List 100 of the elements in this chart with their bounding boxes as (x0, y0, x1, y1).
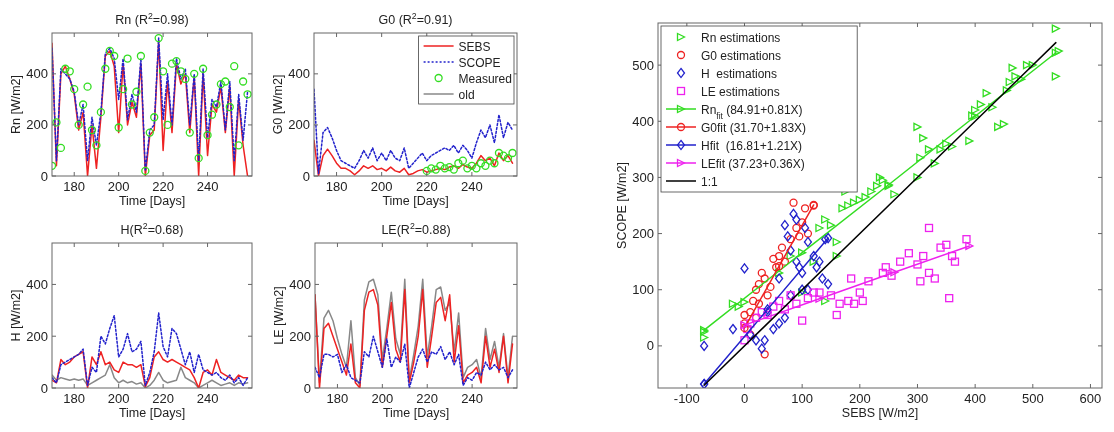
point (924, 223, 934, 233)
point (872, 181, 882, 190)
point (924, 268, 934, 278)
point (792, 256, 801, 267)
point (774, 318, 784, 329)
point (942, 139, 951, 148)
point (962, 235, 971, 244)
point (1011, 72, 1020, 81)
x-tick-label: 240 (461, 391, 483, 406)
y-tick-label: 0 (302, 168, 310, 184)
point (734, 302, 743, 311)
point (970, 112, 980, 121)
point (176, 67, 186, 76)
point (858, 296, 867, 306)
point (221, 77, 230, 86)
point (1051, 24, 1061, 33)
point (740, 263, 749, 274)
point (1017, 75, 1026, 84)
y-tick-label: 400 (632, 113, 654, 129)
point (809, 257, 818, 266)
point (798, 218, 807, 227)
point (190, 69, 199, 79)
legend-label: G0 estimations (701, 48, 782, 63)
y-tick-label: 200 (289, 328, 311, 344)
legend-label: 1:1 (701, 174, 719, 189)
point (792, 299, 801, 308)
point (795, 262, 804, 273)
point (485, 156, 495, 165)
point (207, 110, 217, 119)
point (751, 335, 761, 346)
point (803, 284, 813, 295)
point (798, 267, 807, 279)
point (878, 268, 888, 278)
point (740, 310, 749, 320)
point (864, 277, 873, 286)
point (203, 130, 212, 140)
y-tick-label: 0 (40, 168, 48, 184)
point (913, 173, 922, 182)
point (449, 165, 458, 174)
point (101, 64, 110, 73)
point (965, 241, 974, 251)
point (52, 118, 61, 127)
point (185, 128, 194, 137)
point (855, 195, 864, 205)
point (815, 288, 824, 297)
point (919, 133, 928, 143)
x-tick-label: 220 (415, 179, 438, 194)
legend-label: Rn estimations (701, 30, 781, 45)
point (757, 343, 766, 354)
legend-label: H estimations (701, 66, 778, 81)
point (930, 159, 939, 168)
point (774, 251, 784, 261)
point (499, 151, 508, 160)
line-series (52, 363, 249, 388)
y-tick-label: 200 (26, 328, 48, 344)
point (786, 251, 795, 261)
x-tick-label: 240 (196, 391, 219, 406)
point (945, 294, 954, 303)
y-axis-title: SCOPE [W/m2] (615, 162, 629, 249)
x-tick-label: 500 (1021, 391, 1044, 406)
point (61, 64, 70, 73)
y-axis-title: Rn [W/m2] (9, 74, 23, 135)
point (823, 232, 833, 244)
x-axis-title: Time [Days] (118, 406, 186, 420)
point (769, 323, 778, 335)
x-tick-label: 220 (416, 391, 439, 406)
y-tick-label: 0 (646, 338, 654, 354)
point (798, 288, 807, 297)
point (800, 222, 810, 234)
point (503, 153, 513, 163)
point (216, 79, 226, 89)
point (238, 77, 248, 86)
x-axis-title: Time [Days] (382, 406, 450, 420)
y-tick-label: 200 (288, 117, 310, 133)
point (728, 323, 738, 335)
point (878, 176, 888, 185)
point (919, 251, 928, 261)
line-series (52, 351, 249, 388)
point (194, 153, 203, 163)
y-tick-label: 200 (26, 117, 48, 133)
point (875, 173, 885, 182)
legend-label: LEfit (37.23+0.36X) (701, 156, 805, 171)
point (1005, 77, 1014, 87)
y-tick-label: 400 (289, 276, 311, 292)
point (803, 236, 813, 248)
point (844, 296, 853, 306)
point (913, 122, 922, 132)
x-axis-title: SEBS [W/m2] (841, 406, 919, 420)
point (56, 143, 66, 153)
point (792, 214, 801, 225)
point (467, 161, 477, 170)
point (783, 231, 792, 242)
point (754, 279, 764, 289)
chart-title: G0 (R$^{2}$=0.91) (378, 11, 453, 27)
point (913, 260, 922, 269)
point (158, 67, 168, 76)
x-tick-label: 220 (152, 179, 174, 194)
point (243, 90, 252, 99)
chart-title: H(R$^{2}$=0.68) (120, 221, 184, 237)
point (815, 256, 824, 267)
